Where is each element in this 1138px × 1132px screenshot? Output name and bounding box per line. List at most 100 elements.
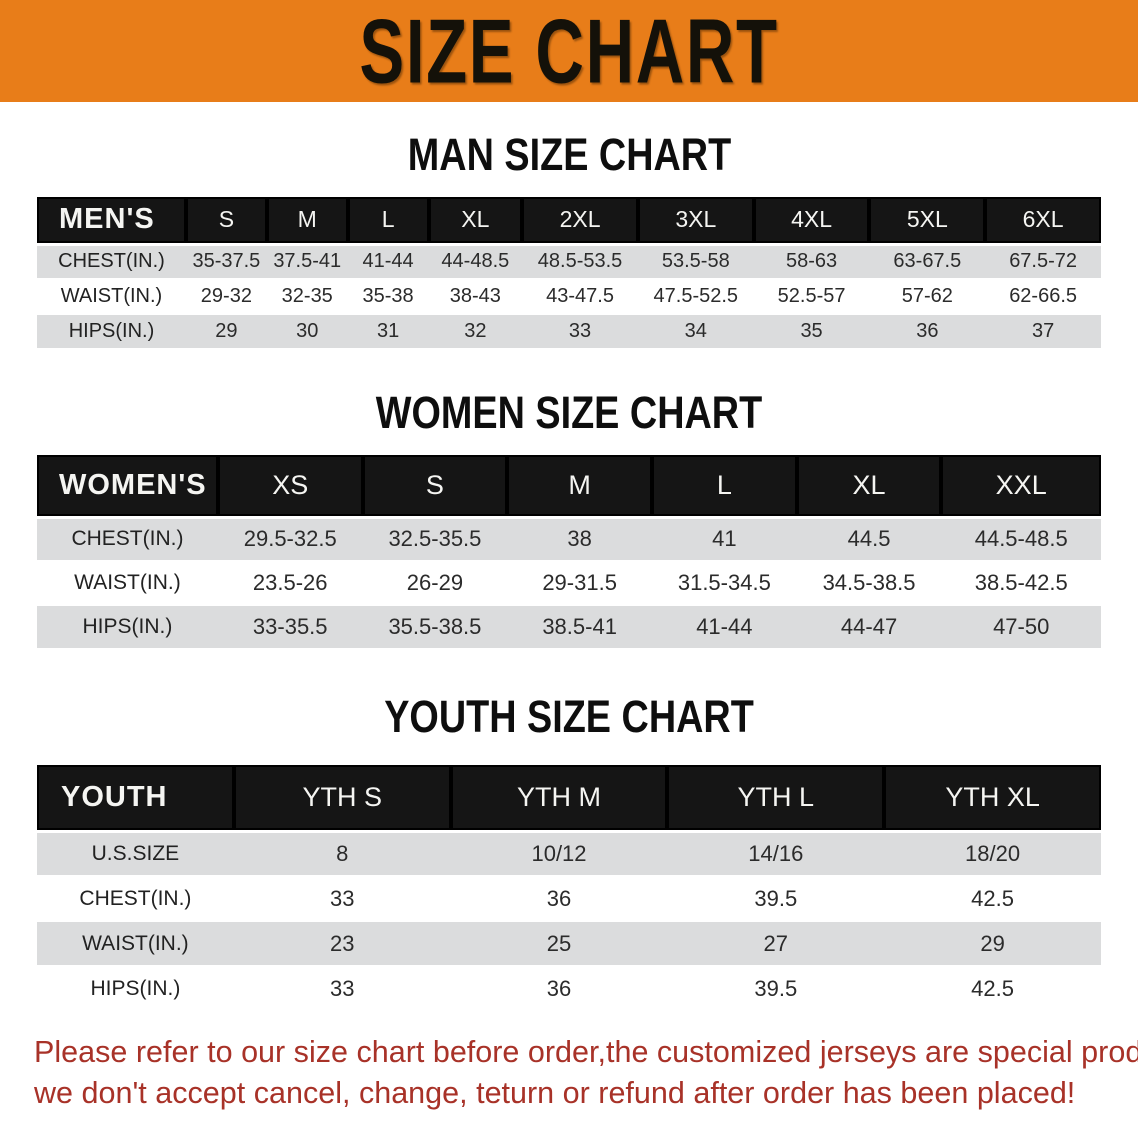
size-value-cell: 63-67.5 <box>869 244 986 280</box>
size-value-cell: 26-29 <box>362 561 508 606</box>
size-value-cell: 14/16 <box>667 831 885 877</box>
size-value-cell: 48.5-53.5 <box>522 244 638 280</box>
size-column-header: M <box>266 197 348 246</box>
size-value-cell: 39.5 <box>667 876 885 922</box>
measurement-row-label: CHEST(IN.) <box>37 244 186 280</box>
table-row: U.S.SIZE 8 10/12 14/16 18/20 <box>37 831 1101 877</box>
size-value-cell: 41-44 <box>347 244 429 280</box>
size-value-cell: 29.5-32.5 <box>217 517 363 562</box>
measurement-row-label: WAIST(IN.) <box>37 921 234 967</box>
measurement-row-label: HIPS(IN.) <box>37 966 234 1012</box>
size-value-cell: 36 <box>450 876 668 922</box>
women-section-heading: WOMEN SIZE CHART <box>0 390 1138 435</box>
table-group-label: YOUTH <box>37 765 234 833</box>
men-section-heading: MAN SIZE CHART <box>0 132 1138 177</box>
size-value-cell: 44-48.5 <box>428 244 523 280</box>
size-value-cell: 37 <box>985 314 1101 350</box>
size-value-cell: 38.5-42.5 <box>941 561 1101 606</box>
size-column-header: 3XL <box>637 197 754 246</box>
size-value-cell: 36 <box>450 966 668 1012</box>
size-column-header: M <box>507 455 652 519</box>
size-value-cell: 30 <box>266 314 348 350</box>
measurement-row-label: WAIST(IN.) <box>37 561 218 606</box>
women-size-table: WOMEN'S XS S M L XL XXL CHEST(IN.) 29.5-32.5 32.5… <box>37 455 1101 650</box>
size-value-cell: 25 <box>450 921 668 967</box>
size-value-cell: 53.5-58 <box>637 244 754 280</box>
disclaimer-line-2: we don't accept cancel, change, teturn o… <box>34 1074 1076 1110</box>
banner-title: SIZE CHART <box>359 0 779 102</box>
size-value-cell: 41 <box>651 517 797 562</box>
table-row: HIPS(IN.) 33-35.5 35.5-38.5 38.5-41 41-44 44-… <box>37 605 1101 650</box>
disclaimer-line-1: Please refer to our size chart before or… <box>34 1034 1138 1069</box>
youth-section-heading-text: YOUTH SIZE CHART <box>384 691 754 742</box>
measurement-row-label: CHEST(IN.) <box>37 876 234 922</box>
size-column-header: YTH L <box>667 765 885 833</box>
size-value-cell: 38 <box>507 517 652 562</box>
table-row: WAIST(IN.) 23 25 27 29 <box>37 921 1101 967</box>
size-value-cell: 33 <box>522 314 638 350</box>
size-value-cell: 33 <box>233 876 451 922</box>
size-value-cell: 36 <box>869 314 986 350</box>
size-value-cell: 42.5 <box>884 876 1101 922</box>
size-value-cell: 44.5 <box>796 517 942 562</box>
table-row: CHEST(IN.) 33 36 39.5 42.5 <box>37 876 1101 922</box>
size-column-header: XL <box>796 455 942 519</box>
table-row: HIPS(IN.) 33 36 39.5 42.5 <box>37 966 1101 1012</box>
size-value-cell: 31 <box>347 314 429 350</box>
size-value-cell: 29-31.5 <box>507 561 652 606</box>
size-value-cell: 35-37.5 <box>185 244 267 280</box>
size-column-header: L <box>347 197 429 246</box>
size-value-cell: 32 <box>428 314 523 350</box>
size-value-cell: 38-43 <box>428 279 523 315</box>
size-column-header: 5XL <box>869 197 986 246</box>
size-value-cell: 18/20 <box>884 831 1101 877</box>
size-value-cell: 23 <box>233 921 451 967</box>
youth-size-table: YOUTH YTH S YTH M YTH L YTH XL U.S.SIZE 8 10/12… <box>37 765 1101 1012</box>
size-value-cell: 35.5-38.5 <box>362 605 508 650</box>
measurement-row-label: HIPS(IN.) <box>37 605 218 650</box>
measurement-row-label: WAIST(IN.) <box>37 279 186 315</box>
size-value-cell: 33 <box>233 966 451 1012</box>
men-section-heading-text: MAN SIZE CHART <box>407 129 731 180</box>
size-value-cell: 35-38 <box>347 279 429 315</box>
size-value-cell: 34 <box>637 314 754 350</box>
youth-size-section: YOUTH SIZE CHART YOUTH YTH S YTH M YTH L YTH… <box>0 694 1138 1012</box>
table-row: CHEST(IN.) 29.5-32.5 32.5-35.5 38 41 44.5 44.5… <box>37 517 1101 562</box>
size-value-cell: 52.5-57 <box>753 279 870 315</box>
size-value-cell: 38.5-41 <box>507 605 652 650</box>
size-value-cell: 29 <box>884 921 1101 967</box>
size-value-cell: 32-35 <box>266 279 348 315</box>
size-column-header: YTH M <box>450 765 668 833</box>
size-value-cell: 10/12 <box>450 831 668 877</box>
table-group-label: MEN'S <box>37 197 186 246</box>
size-value-cell: 44-47 <box>796 605 942 650</box>
size-value-cell: 31.5-34.5 <box>651 561 797 606</box>
size-value-cell: 34.5-38.5 <box>796 561 942 606</box>
size-value-cell: 42.5 <box>884 966 1101 1012</box>
size-value-cell: 29-32 <box>185 279 267 315</box>
size-column-header: XXL <box>941 455 1101 519</box>
table-group-label: WOMEN'S <box>37 455 218 519</box>
size-value-cell: 23.5-26 <box>217 561 363 606</box>
size-column-header: 4XL <box>753 197 870 246</box>
size-column-header: YTH XL <box>884 765 1101 833</box>
size-value-cell: 29 <box>185 314 267 350</box>
table-row: CHEST(IN.) 35-37.5 37.5-41 41-44 44-48.5 48.5… <box>37 244 1101 280</box>
measurement-row-label: U.S.SIZE <box>37 831 234 877</box>
size-value-cell: 27 <box>667 921 885 967</box>
size-value-cell: 41-44 <box>651 605 797 650</box>
women-section-heading-text: WOMEN SIZE CHART <box>375 387 763 438</box>
size-column-header: S <box>185 197 267 246</box>
women-size-section: WOMEN SIZE CHART WOMEN'S XS S M L XL XXL CHEST(… <box>0 390 1138 650</box>
youth-section-heading: YOUTH SIZE CHART <box>0 694 1138 739</box>
size-column-header: S <box>362 455 508 519</box>
size-value-cell: 43-47.5 <box>522 279 638 315</box>
size-value-cell: 62-66.5 <box>985 279 1101 315</box>
table-row: WAIST(IN.) 29-32 32-35 35-38 38-43 43-47.5 47.… <box>37 279 1101 315</box>
size-column-header: YTH S <box>233 765 451 833</box>
measurement-row-label: HIPS(IN.) <box>37 314 186 350</box>
size-column-header: XS <box>217 455 363 519</box>
order-disclaimer: Please refer to our size chart before or… <box>0 1032 1138 1114</box>
table-row: HIPS(IN.) 29 30 31 32 33 34 35 36 37 <box>37 314 1101 350</box>
size-column-header: 2XL <box>522 197 638 246</box>
